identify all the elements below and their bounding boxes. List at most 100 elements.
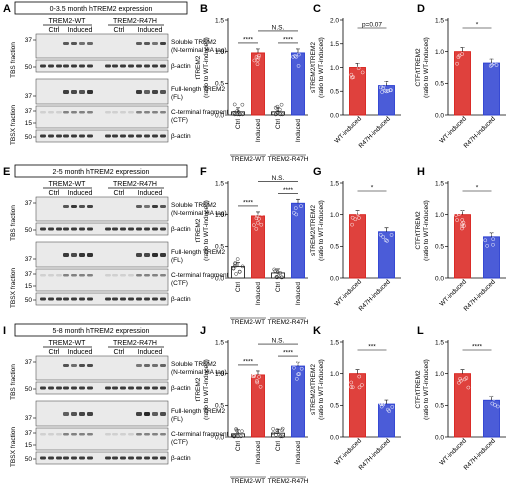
mw-marker: 15 xyxy=(25,442,33,449)
sig-label: **** xyxy=(243,358,254,365)
panel-letter: H xyxy=(417,166,425,178)
band-label: β-actin xyxy=(171,455,191,462)
y-tick-label: 1.5 xyxy=(435,17,444,24)
blot-band xyxy=(152,412,158,416)
data-point xyxy=(279,102,284,107)
data-point xyxy=(352,365,356,370)
blot-title: 2-5 month hTREM2 expression xyxy=(53,169,150,176)
bar xyxy=(349,373,366,438)
blot-band xyxy=(63,253,69,257)
data-point xyxy=(350,385,355,390)
data-point xyxy=(294,376,299,381)
lane-label: Ctrl xyxy=(114,349,125,356)
panel-letter: J xyxy=(200,325,206,337)
data-point xyxy=(291,349,295,353)
data-point xyxy=(252,373,256,377)
y-tick-label: 1.5 xyxy=(330,339,339,346)
data-point xyxy=(460,224,465,228)
data-point xyxy=(257,216,261,221)
blot-band xyxy=(128,134,134,138)
genotype-label: TREM2-R47H xyxy=(268,156,309,163)
blot-band xyxy=(71,205,77,208)
bar xyxy=(251,374,265,438)
blot-band xyxy=(152,364,158,367)
data-point xyxy=(389,233,394,237)
title-box xyxy=(14,164,188,178)
data-point xyxy=(256,55,261,60)
data-point xyxy=(358,61,363,66)
blot-band xyxy=(160,364,166,367)
y-tick-label: 0.5 xyxy=(435,244,444,251)
blot-band xyxy=(40,386,46,390)
data-point xyxy=(455,61,459,66)
data-point xyxy=(485,243,490,248)
data-point xyxy=(382,220,387,224)
band-label: C-terminal fragment xyxy=(171,109,229,116)
y-tick-label: 0.0 xyxy=(330,112,339,119)
data-point xyxy=(253,40,258,45)
fraction-tbsx-label: TBSX fraction xyxy=(10,268,17,308)
blot-band xyxy=(128,297,134,301)
blot-band xyxy=(160,64,166,68)
data-point xyxy=(240,429,244,434)
blot-band xyxy=(160,253,166,257)
blot-band xyxy=(71,456,77,460)
x-tick-label: Ctrl xyxy=(275,118,282,129)
blot-band xyxy=(56,274,62,277)
data-point xyxy=(237,269,242,274)
data-point xyxy=(353,217,358,222)
data-point xyxy=(292,37,296,42)
blot-band xyxy=(152,227,158,231)
data-point xyxy=(390,405,395,409)
blot-band xyxy=(120,297,126,301)
data-point xyxy=(454,213,458,217)
data-point xyxy=(352,58,356,63)
blot-band xyxy=(152,297,158,301)
blot-band xyxy=(144,42,150,45)
blot-strip xyxy=(35,196,169,222)
data-point xyxy=(274,275,279,279)
data-point xyxy=(487,395,492,399)
y-tick-label: 0.5 xyxy=(330,89,339,96)
bar xyxy=(454,373,471,438)
mw-marker: 50 xyxy=(25,386,33,393)
data-point xyxy=(234,272,238,276)
blot-band xyxy=(144,253,150,257)
blot-band xyxy=(63,90,69,94)
blot-band xyxy=(56,227,62,231)
blot-band xyxy=(144,456,150,460)
y-tick-label: 0.0 xyxy=(215,434,224,441)
y-axis-label: tTREM2 xyxy=(195,55,202,79)
blot-band xyxy=(105,111,111,114)
blot-band xyxy=(144,364,150,367)
blot-band xyxy=(71,274,77,277)
panel-letter: K xyxy=(313,325,321,337)
data-point xyxy=(258,46,263,51)
data-point xyxy=(232,433,236,438)
band-label: C-terminal fragment xyxy=(171,431,229,438)
panel-letter: C xyxy=(313,3,321,15)
mw-marker: 15 xyxy=(25,283,33,290)
data-point xyxy=(378,232,383,237)
blot-band xyxy=(40,456,46,460)
blot-band xyxy=(63,227,69,231)
sig-label: * xyxy=(371,185,374,192)
data-point xyxy=(462,223,466,228)
blot-band xyxy=(63,274,69,277)
blot-band xyxy=(144,64,150,68)
y-axis-label: CTF/tTREM2 xyxy=(415,211,422,250)
data-point xyxy=(238,434,243,439)
blot-band xyxy=(71,64,77,68)
blot-band xyxy=(144,433,150,436)
lane-label: Induced xyxy=(138,349,163,356)
data-point xyxy=(456,55,461,59)
blot-title: 5-8 month hTREM2 expression xyxy=(53,328,150,335)
data-point xyxy=(455,218,459,222)
band-label: C-terminal fragment xyxy=(171,272,229,279)
blot-strip xyxy=(35,451,169,465)
data-point xyxy=(487,226,491,231)
blot-band xyxy=(87,64,93,68)
panel-letter: L xyxy=(417,325,424,337)
data-point xyxy=(461,364,466,368)
